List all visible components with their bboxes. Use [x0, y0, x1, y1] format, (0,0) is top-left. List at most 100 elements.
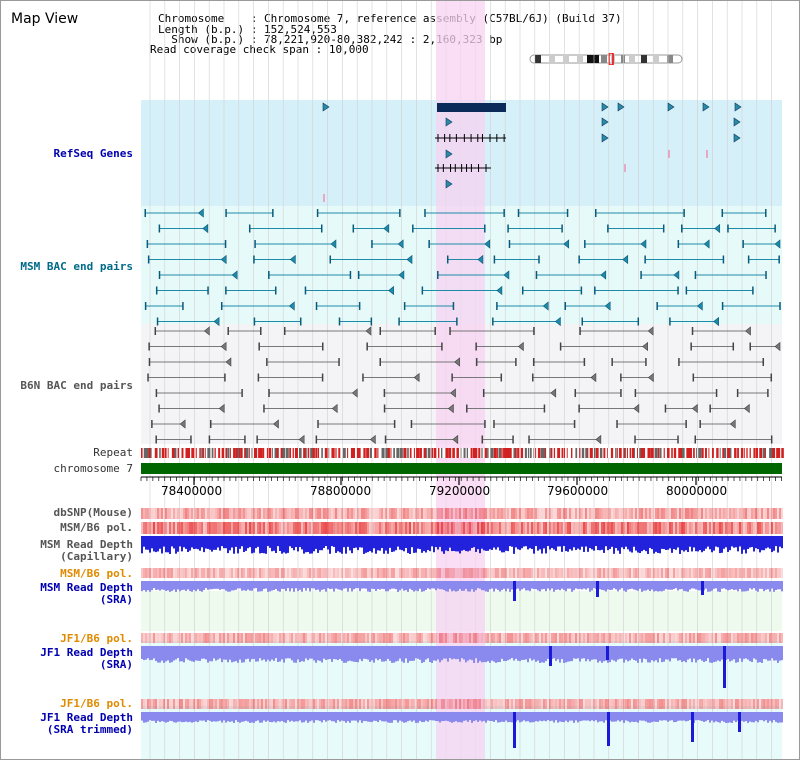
- snp-density-cell: [579, 508, 581, 519]
- repeat-element: [259, 448, 263, 458]
- read-depth-bar: [691, 646, 693, 663]
- read-depth-bar: [535, 646, 537, 662]
- snp-density-cell: [175, 699, 177, 709]
- snp-density-cell: [371, 522, 373, 534]
- snp-density-cell: [247, 568, 249, 578]
- label-jf1-b6-pol-1[interactable]: JF1/B6 pol.: [60, 632, 133, 645]
- read-depth-bar: [443, 712, 445, 721]
- snp-density-cell: [669, 568, 671, 578]
- read-depth-bar: [547, 712, 549, 721]
- label-jf1-depth-trim-1[interactable]: JF1 Read Depth: [40, 711, 133, 724]
- snp-density-cell: [657, 568, 659, 578]
- label-msm-depth-cap-1[interactable]: MSM Read Depth: [40, 538, 133, 551]
- label-msm-bac[interactable]: MSM BAC end pairs: [20, 260, 133, 273]
- snp-density-cell: [157, 522, 159, 534]
- read-depth-bar: [639, 712, 641, 721]
- read-depth-bar: [591, 581, 593, 591]
- read-depth-bar: [361, 646, 363, 662]
- label-jf1-depth-sra-1[interactable]: JF1 Read Depth: [40, 646, 133, 659]
- read-depth-bar: [717, 536, 719, 548]
- snp-density-cell: [469, 568, 471, 578]
- snp-density-cell: [735, 508, 737, 519]
- snp-density-cell: [513, 508, 515, 519]
- read-depth-bar: [309, 712, 311, 722]
- read-depth-bar: [671, 646, 673, 659]
- snp-density-cell: [645, 522, 647, 534]
- snp-density-cell: [249, 568, 251, 578]
- read-depth-bar: [745, 536, 747, 554]
- read-depth-bar: [591, 712, 593, 721]
- snp-density-cell: [383, 633, 385, 643]
- label-dbsnp[interactable]: dbSNP(Mouse): [53, 506, 133, 519]
- bac-end-arrow: [503, 270, 510, 280]
- repeat-element: [292, 448, 294, 458]
- read-depth-bar: [235, 536, 237, 547]
- repeat-element: [338, 448, 341, 458]
- snp-density-cell: [271, 568, 273, 578]
- read-depth-bar: [559, 536, 561, 547]
- label-msm-depth-sra-1[interactable]: MSM Read Depth: [40, 581, 133, 594]
- read-depth-bar: [699, 712, 701, 721]
- read-depth-bar: [461, 646, 463, 659]
- snp-density-cell: [505, 522, 507, 534]
- read-depth-bar: [399, 536, 401, 550]
- snp-density-cell: [469, 633, 471, 643]
- snp-density-cell: [521, 522, 523, 534]
- repeat-element: [456, 448, 459, 458]
- repeat-element: [174, 448, 177, 458]
- repeat-element: [626, 448, 628, 458]
- snp-density-cell: [303, 699, 305, 709]
- snp-density-cell: [387, 633, 389, 643]
- snp-density-cell: [357, 508, 359, 519]
- snp-density-cell: [407, 522, 409, 534]
- snp-density-cell: [397, 699, 399, 709]
- snp-density-cell: [779, 508, 781, 519]
- snp-density-cell: [757, 522, 759, 534]
- read-depth-bar: [555, 581, 557, 590]
- snp-density-cell: [781, 699, 783, 709]
- snp-density-cell: [543, 508, 545, 519]
- read-depth-bar: [361, 536, 363, 548]
- snp-density-cell: [675, 568, 677, 578]
- label-b6n-bac[interactable]: B6N BAC end pairs: [20, 379, 133, 392]
- read-depth-bar: [457, 581, 459, 591]
- snp-density-cell: [415, 522, 417, 534]
- snp-density-cell: [419, 633, 421, 643]
- label-msm-b6-pol-1[interactable]: MSM/B6 pol.: [60, 521, 133, 534]
- read-depth-bar: [323, 581, 325, 590]
- snp-density-cell: [585, 508, 587, 519]
- snp-density-cell: [369, 568, 371, 578]
- repeat-element: [716, 448, 719, 458]
- read-depth-bar: [405, 581, 407, 591]
- snp-density-cell: [605, 508, 607, 519]
- snp-density-cell: [323, 568, 325, 578]
- read-depth-bar: [329, 536, 331, 554]
- snp-density-cell: [589, 699, 591, 709]
- snp-density-cell: [283, 699, 285, 709]
- snp-density-cell: [393, 522, 395, 534]
- snp-density-cell: [371, 508, 373, 519]
- snp-density-cell: [165, 522, 167, 534]
- read-depth-bar: [461, 712, 463, 723]
- repeat-element: [540, 448, 544, 458]
- read-depth-bar: [677, 646, 679, 661]
- read-depth-bar: [537, 536, 539, 551]
- read-depth-bar: [763, 712, 765, 722]
- snp-density-cell: [449, 633, 451, 643]
- label-msm-b6-pol-2[interactable]: MSM/B6 pol.: [60, 567, 133, 580]
- snp-density-cell: [511, 699, 513, 709]
- read-depth-bar: [317, 646, 319, 661]
- read-depth-bar: [533, 646, 535, 660]
- snp-density-cell: [601, 699, 603, 709]
- read-depth-bar: [245, 712, 247, 721]
- repeat-element: [740, 448, 744, 458]
- snp-density-cell: [233, 568, 235, 578]
- read-depth-bar: [281, 536, 283, 554]
- read-depth-bar: [505, 646, 507, 662]
- label-refseq-genes[interactable]: RefSeq Genes: [53, 147, 133, 160]
- repeat-element: [167, 448, 169, 458]
- snp-density-cell: [741, 633, 743, 643]
- repeat-element: [315, 448, 318, 458]
- label-jf1-b6-pol-2[interactable]: JF1/B6 pol.: [60, 697, 133, 710]
